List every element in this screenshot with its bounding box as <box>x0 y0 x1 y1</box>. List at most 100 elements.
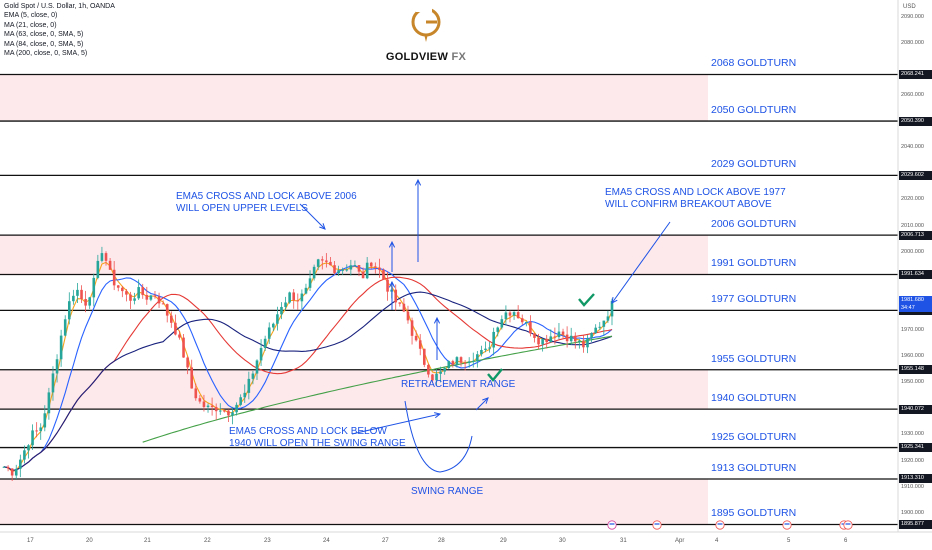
candle <box>116 285 120 292</box>
level-price-tag: 1913.310 <box>899 474 932 484</box>
candle <box>227 409 230 423</box>
candle-body <box>525 321 528 323</box>
legend-ma200[interactable]: MA (200, close, 0, SMA, 5) <box>4 50 88 58</box>
candle-body <box>186 357 189 368</box>
candle-body <box>500 319 504 328</box>
candle <box>394 284 398 311</box>
annotation-line: WILL CONFIRM BREAKOUT ABOVE <box>605 198 772 210</box>
legend-ma63[interactable]: MA (63, close, 0, SMA, 5) <box>4 31 84 39</box>
y-tick-label: 1930.000 <box>901 431 924 438</box>
candle-body <box>504 312 508 320</box>
current-price-badge: 1981.680 34:47 <box>899 296 932 312</box>
candle-body <box>63 319 67 336</box>
legend-ema5[interactable]: EMA (5, close, 0) <box>4 12 58 20</box>
candle-body <box>529 321 532 334</box>
candle <box>496 326 500 337</box>
x-tick-label: 21 <box>144 538 151 544</box>
candle-body <box>316 259 320 267</box>
arrow-shaft <box>611 221 671 304</box>
candle <box>214 403 218 420</box>
candle <box>161 300 165 305</box>
candle <box>80 285 83 304</box>
candle <box>443 367 446 375</box>
candle-body <box>292 292 296 301</box>
candle <box>553 327 557 345</box>
legend-ma84[interactable]: MA (84, close, 0, SMA, 5) <box>4 40 84 48</box>
arrow-ema-1977 <box>611 221 671 304</box>
candle <box>508 310 512 323</box>
candle <box>386 271 389 301</box>
candle <box>341 267 344 275</box>
candle-body <box>565 334 569 342</box>
annotation-swing-range: SWING RANGE <box>411 486 484 497</box>
candle <box>72 289 75 305</box>
candle-body <box>276 314 279 324</box>
candle <box>345 264 349 272</box>
candle <box>251 371 255 385</box>
candle <box>337 265 340 276</box>
candle <box>186 356 189 375</box>
candle <box>520 314 524 325</box>
candle-body <box>80 289 83 299</box>
candle <box>484 341 487 353</box>
legend-ma21[interactable]: MA (21, close, 0) <box>4 21 57 29</box>
candle-body <box>165 304 169 316</box>
candle <box>267 322 271 344</box>
candle <box>59 329 63 367</box>
candle-body <box>398 302 402 304</box>
arrow-up-short-2 <box>388 280 396 310</box>
level-price-tag: 1991.634 <box>899 269 932 279</box>
arrow-head <box>414 178 422 186</box>
candle-body <box>586 338 589 348</box>
candle <box>280 302 283 320</box>
level-price-tag: 2068.241 <box>899 69 932 79</box>
candle-body <box>382 269 385 280</box>
candle-body <box>27 445 30 451</box>
candle <box>129 291 132 310</box>
candle-body <box>369 262 373 267</box>
event-circle <box>607 520 617 530</box>
event-circle <box>843 520 853 530</box>
candle <box>541 338 544 352</box>
level-price-tag: 1940.072 <box>899 404 932 414</box>
level-label: 1895 GOLDTURN <box>711 507 797 520</box>
candle-body <box>190 367 194 389</box>
candle <box>463 359 467 371</box>
candle-body <box>223 410 226 412</box>
candle <box>84 290 87 313</box>
y-tick-label: 1900.000 <box>901 509 924 516</box>
candle <box>23 445 26 464</box>
candle-body <box>312 266 316 279</box>
candle <box>361 267 365 279</box>
candle-body <box>239 397 242 405</box>
candle-body <box>602 320 606 327</box>
candle <box>288 291 291 304</box>
candle-body <box>272 323 275 328</box>
candle-body <box>512 312 516 316</box>
candle <box>422 348 426 368</box>
candle <box>504 305 508 326</box>
candle-body <box>129 294 132 301</box>
y-tick-label: 1970.000 <box>901 326 924 333</box>
candle <box>325 253 328 268</box>
level-price-tag: 1955.148 <box>899 365 932 375</box>
candle-body <box>447 361 451 369</box>
x-tick-label: 23 <box>264 538 271 544</box>
candle-body <box>374 266 377 268</box>
candle-countdown: 34:47 <box>901 305 915 311</box>
candle-body <box>59 335 63 360</box>
candle <box>235 402 238 416</box>
candle-body <box>157 296 161 304</box>
candle-body <box>422 348 426 365</box>
candle <box>471 352 475 368</box>
candle <box>263 335 267 352</box>
candle-body <box>14 468 18 476</box>
candle-body <box>280 306 283 315</box>
y-tick-label: 2020.000 <box>901 196 924 203</box>
level-price-tag: 1925.341 <box>899 443 932 453</box>
candle-body <box>72 295 75 302</box>
candle <box>121 286 124 298</box>
candle <box>198 395 202 404</box>
arrow-shaft <box>475 397 489 411</box>
